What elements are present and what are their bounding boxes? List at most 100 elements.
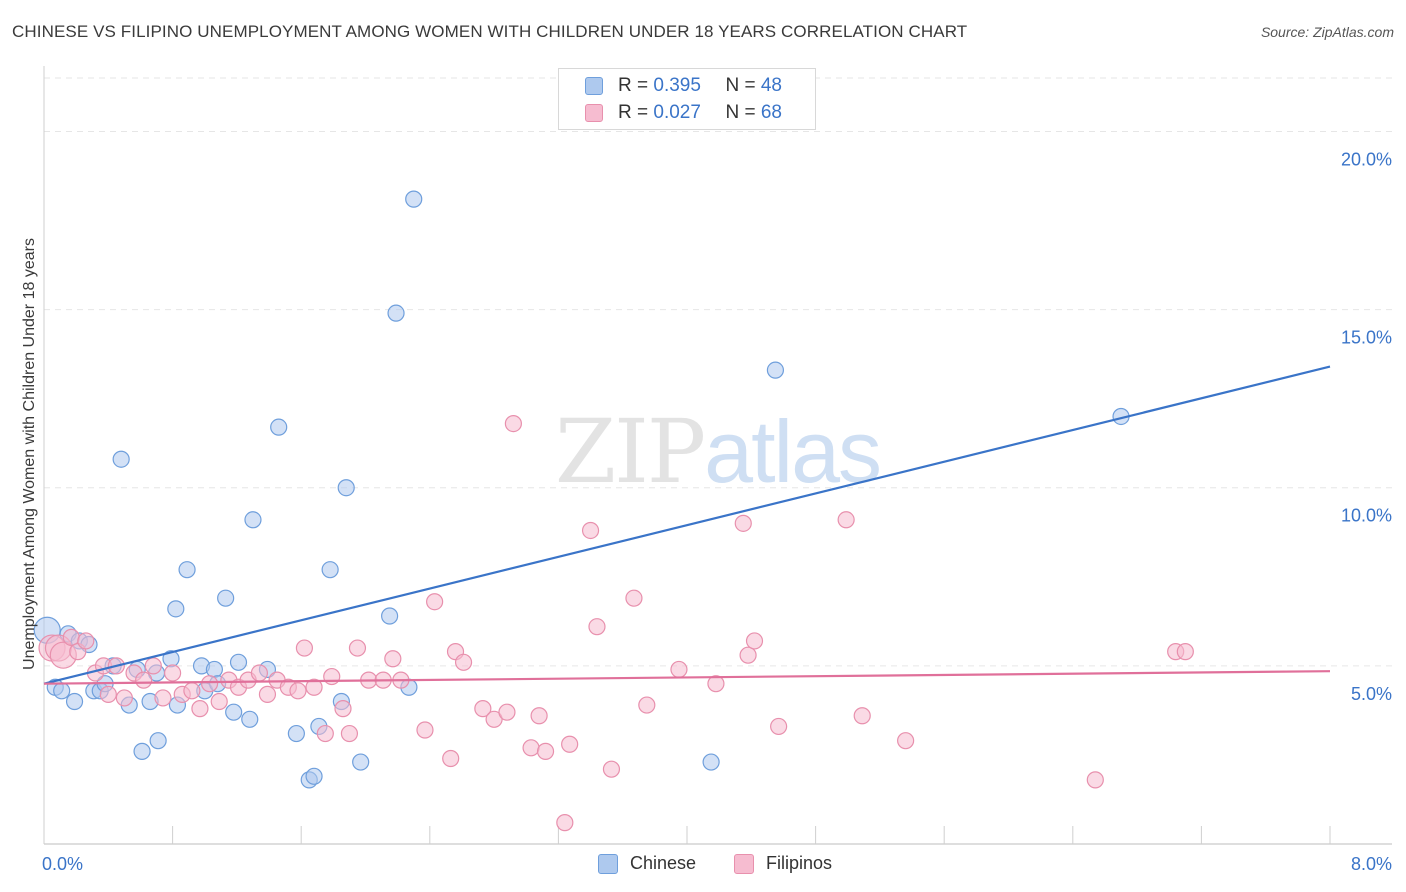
filipinos-point bbox=[588, 618, 606, 636]
chinese-point bbox=[225, 703, 243, 721]
filipinos-point bbox=[556, 814, 574, 832]
chinese-point bbox=[65, 692, 84, 711]
chinese-point bbox=[178, 561, 196, 579]
chinese-point bbox=[241, 710, 259, 728]
axes bbox=[43, 66, 1392, 845]
filipinos-point bbox=[316, 724, 334, 743]
chinese-point bbox=[217, 589, 235, 607]
filipinos-point bbox=[416, 721, 434, 739]
chinese-point bbox=[205, 660, 223, 679]
filipinos-point bbox=[897, 732, 915, 750]
y-tick-label: 20.0% bbox=[1341, 149, 1392, 169]
trend-lines bbox=[43, 365, 1331, 685]
filipinos-point bbox=[289, 682, 307, 700]
filipinos-point bbox=[334, 700, 352, 718]
filipinos-point bbox=[739, 646, 757, 664]
source-credit: Source: ZipAtlas.com bbox=[1260, 24, 1394, 40]
filipinos-points bbox=[38, 414, 1194, 832]
filipinos-point bbox=[164, 664, 182, 682]
chinese-trend-line bbox=[43, 365, 1331, 685]
filipinos-point bbox=[498, 703, 516, 721]
filipinos-point bbox=[144, 657, 162, 675]
x-tick-label-max: 8.0% bbox=[1351, 854, 1392, 874]
chinese-points bbox=[33, 190, 1130, 789]
filipinos-point bbox=[295, 639, 314, 657]
legend-r-value: 0.027 bbox=[653, 102, 701, 123]
legend-swatch-chinese bbox=[585, 77, 603, 95]
filipinos-point bbox=[442, 749, 460, 768]
chart-title: CHINESE VS FILIPINO UNEMPLOYMENT AMONG W… bbox=[12, 22, 968, 41]
grid-lines bbox=[44, 77, 1392, 667]
filipinos-point bbox=[1086, 771, 1104, 789]
chinese-point bbox=[244, 511, 262, 529]
filipinos-trend-line bbox=[43, 670, 1331, 685]
filipinos-point bbox=[602, 760, 621, 778]
legend-text-filipinos: R = 0.027 N = 68 bbox=[618, 102, 782, 124]
bottom-legend-swatch-filipinos bbox=[734, 854, 754, 874]
filipinos-point bbox=[561, 735, 579, 753]
chinese-point bbox=[405, 190, 423, 208]
chinese-point bbox=[112, 450, 130, 468]
filipinos-point bbox=[522, 739, 540, 757]
chinese-point bbox=[321, 561, 339, 579]
legend-swatch-filipinos bbox=[585, 104, 603, 122]
filipinos-point bbox=[77, 632, 95, 650]
bottom-legend-label-chinese: Chinese bbox=[630, 853, 697, 873]
chinese-point bbox=[149, 732, 167, 750]
legend-r-value: 0.395 bbox=[653, 75, 701, 96]
filipinos-point bbox=[135, 671, 153, 689]
filipinos-point bbox=[258, 685, 277, 703]
chinese-point bbox=[167, 600, 185, 618]
legend-r-label: R = bbox=[618, 102, 654, 123]
chinese-point bbox=[270, 418, 288, 436]
filipinos-point bbox=[625, 589, 643, 607]
filipinos-point bbox=[250, 664, 269, 682]
legend-n-label: N = bbox=[725, 75, 761, 96]
x-tick-label-min: 0.0% bbox=[42, 854, 83, 874]
filipinos-point bbox=[474, 700, 492, 718]
filipinos-point bbox=[853, 707, 871, 725]
filipinos-point bbox=[454, 653, 473, 671]
legend-n-value: 48 bbox=[760, 75, 782, 96]
filipinos-point bbox=[384, 650, 402, 668]
chinese-point bbox=[381, 607, 399, 625]
filipinos-point bbox=[99, 685, 117, 703]
chinese-point bbox=[702, 753, 720, 771]
filipinos-point bbox=[581, 521, 600, 540]
y-axis-label: Unemployment Among Women with Children U… bbox=[21, 238, 38, 670]
legend-n-value: 68 bbox=[760, 102, 782, 123]
chinese-point bbox=[229, 653, 248, 671]
filipinos-point bbox=[200, 675, 219, 693]
bottom-legend-swatch-chinese bbox=[598, 854, 618, 874]
filipinos-point bbox=[191, 700, 209, 718]
tick-labels: 5.0% 10.0% 15.0% 20.0% 0.0% 8.0% bbox=[42, 149, 1392, 874]
filipinos-point bbox=[323, 667, 341, 686]
chinese-point bbox=[133, 742, 151, 760]
filipinos-point bbox=[770, 717, 788, 736]
filipinos-point bbox=[348, 639, 367, 657]
filipinos-point bbox=[530, 707, 548, 725]
chinese-point bbox=[305, 767, 323, 785]
filipinos-point bbox=[485, 710, 503, 728]
filipinos-point bbox=[210, 692, 228, 711]
chinese-point bbox=[53, 682, 71, 700]
legend-text-chinese: R = 0.395 N = 48 bbox=[618, 75, 782, 97]
filipinos-point bbox=[707, 675, 725, 693]
filipinos-point bbox=[745, 632, 764, 650]
chinese-point bbox=[766, 361, 785, 379]
filipinos-point bbox=[305, 678, 323, 696]
filipinos-point bbox=[183, 682, 201, 700]
legend-r-label: R = bbox=[618, 75, 654, 96]
y-tick-label: 5.0% bbox=[1351, 684, 1392, 704]
chinese-point bbox=[337, 479, 355, 497]
legend-n-label: N = bbox=[725, 102, 761, 123]
filipinos-point bbox=[154, 689, 172, 707]
filipinos-point bbox=[837, 511, 855, 529]
filipinos-point bbox=[1176, 643, 1194, 661]
chinese-point bbox=[287, 724, 305, 743]
filipinos-point bbox=[115, 689, 133, 707]
filipinos-point bbox=[536, 742, 555, 760]
filipinos-point bbox=[504, 414, 522, 433]
chinese-point bbox=[352, 753, 370, 771]
